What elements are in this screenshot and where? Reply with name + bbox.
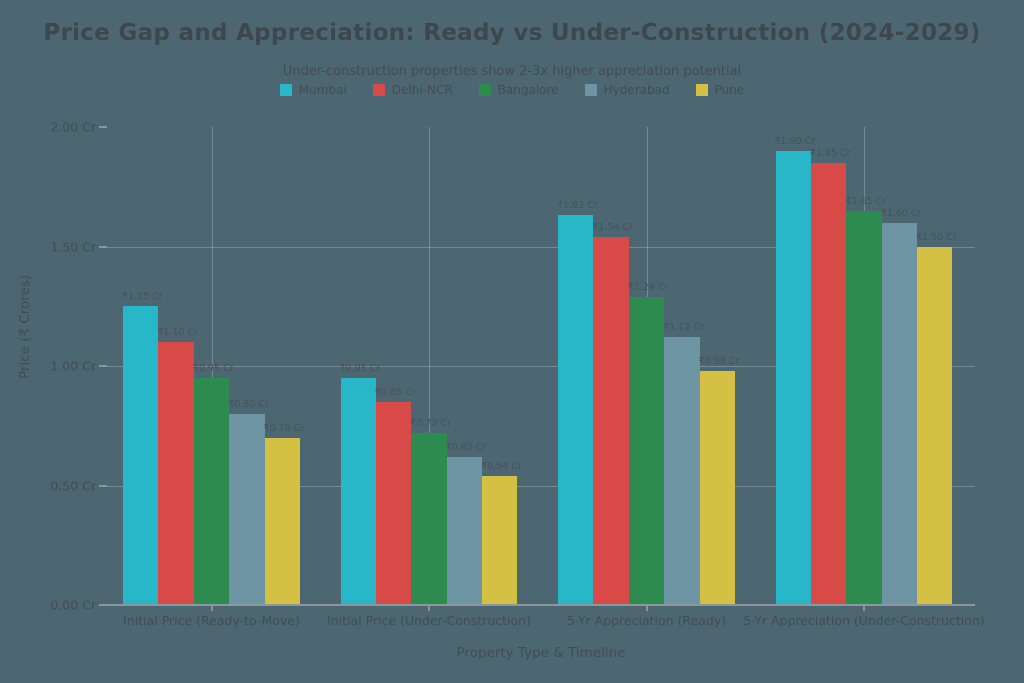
bar-mumbai: [123, 306, 159, 605]
bar-value-label: ₹0.72 Cr: [410, 417, 452, 429]
bar-value-label: ₹0.80 Cr: [228, 398, 269, 410]
bar-value-label: ₹1.65 Cr: [845, 195, 887, 207]
y-axis-tick-mark: [99, 126, 107, 128]
x-axis-category-label: Initial Price (Under-Construction): [327, 613, 531, 628]
x-axis-title: Property Type & Timeline: [456, 645, 626, 661]
legend-label: Hyderabad: [603, 83, 670, 97]
bar-value-label: ₹0.54 Cr: [481, 460, 522, 472]
legend-label: Pune: [714, 83, 745, 97]
bar-pune: [917, 246, 953, 605]
x-axis-tick-mark: [863, 606, 865, 611]
bar-bangalore: [193, 377, 230, 605]
bar-value-label: ₹0.95 Cr: [339, 362, 381, 374]
bar-hyderabad: [446, 456, 483, 605]
bar-hyderabad: [664, 337, 700, 605]
x-axis-tick-mark: [428, 606, 430, 611]
legend-swatch-icon: [279, 84, 292, 96]
y-axis-tick-label: 0.00 Cr: [50, 597, 96, 613]
bar-value-label: ₹1.12 Cr: [663, 322, 704, 334]
legend-swatch-icon: [584, 84, 597, 96]
y-axis-tick-mark: [99, 365, 107, 367]
legend-item-bangalore: Bangalore: [478, 83, 559, 97]
bar-value-label: ₹1.29 Cr: [627, 281, 669, 293]
legend-item-hyderabad: Hyderabad: [584, 83, 670, 97]
y-axis-tick-label: 1.00 Cr: [50, 358, 96, 374]
bar-value-label: ₹1.63 Cr: [557, 200, 598, 212]
bar-value-label: ₹0.98 Cr: [698, 355, 740, 367]
gridline-horizontal: [107, 366, 975, 367]
bar-hyderabad: [229, 413, 265, 605]
plot-area: ₹1.25 Cr ₹1.10 Cr ₹0.95 Cr ₹0.80 Cr ₹0.70 Cr…: [107, 127, 975, 605]
gridline-vertical: [429, 127, 430, 605]
bar-value-label: ₹1.10 Cr: [157, 327, 199, 339]
legend: Mumbai Delhi-NCR Bangalore Hyderabad Pune: [0, 83, 1024, 97]
bar-delhi-ncr: [810, 162, 847, 605]
legend-swatch-icon: [372, 84, 385, 96]
gridline-horizontal: [107, 485, 975, 487]
bar-mumbai: [558, 215, 594, 605]
y-axis-title: Price (₹ Crores): [17, 274, 33, 379]
x-axis-category-label: 5-Yr Appreciation (Ready): [566, 613, 727, 628]
legend-label: Bangalore: [497, 83, 559, 97]
x-axis-tick-mark: [210, 606, 213, 611]
chart-subtitle: Under-construction properties show 2-3x …: [282, 64, 742, 79]
bar-bangalore: [628, 296, 665, 605]
x-axis-category-label: Initial Price (Ready-to-Move): [123, 613, 300, 628]
bar-value-label: ₹1.85 Cr: [809, 147, 851, 159]
y-axis-tick-label: 2.00 Cr: [50, 119, 96, 135]
bar-group-4: ₹1.90 Cr ₹1.85 Cr ₹1.65 Cr ₹1.60 Cr ₹1.50 Cr: [774, 127, 957, 605]
legend-label: Mumbai: [298, 83, 347, 97]
bar-bangalore: [411, 432, 447, 605]
bar-value-label: ₹1.25 Cr: [122, 291, 163, 303]
bar-pune: [699, 370, 735, 605]
bar-mumbai: [775, 150, 811, 605]
y-axis-tick-mark: [99, 484, 107, 487]
bar-pune: [482, 475, 518, 605]
legend-item-delhi-ncr: Delhi-NCR: [372, 83, 453, 97]
x-axis-category-label: 5-Yr Appreciation (Under-Construction): [743, 613, 985, 628]
x-axis-tick-mark: [645, 606, 648, 611]
bar-delhi-ncr: [158, 342, 194, 605]
bar-value-label: ₹1.54 Cr: [592, 221, 634, 233]
bar-value-label: ₹0.70 Cr: [263, 422, 305, 434]
y-axis-tick-label: 1.50 Cr: [50, 239, 96, 254]
bar-group-3: ₹1.63 Cr ₹1.54 Cr ₹1.29 Cr ₹1.12 Cr ₹0.98 Cr: [557, 127, 739, 605]
legend-swatch-icon: [478, 84, 491, 96]
legend-item-pune: Pune: [695, 83, 745, 97]
bar-bangalore: [846, 210, 882, 605]
y-axis-tick-label: 0.50 Cr: [50, 478, 96, 493]
bar-delhi-ncr: [375, 401, 412, 605]
bar-mumbai: [340, 377, 376, 605]
y-axis-tick-mark: [99, 245, 107, 248]
gridline-vertical: [211, 127, 213, 605]
x-axis-line: [107, 604, 975, 606]
legend-label: Delhi-NCR: [391, 83, 453, 97]
y-axis-tick-mark: [99, 604, 107, 606]
bar-hyderabad: [881, 222, 918, 605]
bar-value-label: ₹0.95 Cr: [192, 362, 234, 374]
legend-item-mumbai: Mumbai: [279, 83, 347, 97]
bar-delhi-ncr: [593, 236, 629, 605]
legend-swatch-icon: [695, 84, 708, 96]
bar-group-1: ₹1.25 Cr ₹1.10 Cr ₹0.95 Cr ₹0.80 Cr ₹0.70 Cr: [122, 127, 304, 605]
bar-value-label: ₹1.90 Cr: [774, 135, 816, 147]
chart-title: Price Gap and Appreciation: Ready vs Und…: [43, 20, 981, 46]
bar-value-label: ₹0.85 Cr: [374, 386, 416, 398]
bar-value-label: ₹1.50 Cr: [916, 231, 957, 243]
bar-value-label: ₹1.60 Cr: [880, 207, 922, 219]
bar-value-label: ₹0.62 Cr: [445, 441, 487, 453]
bar-pune: [264, 437, 300, 605]
bar-group-2: ₹0.95 Cr ₹0.85 Cr ₹0.72 Cr ₹0.62 Cr ₹0.54 Cr: [339, 127, 522, 605]
gridline-horizontal: [107, 246, 975, 248]
